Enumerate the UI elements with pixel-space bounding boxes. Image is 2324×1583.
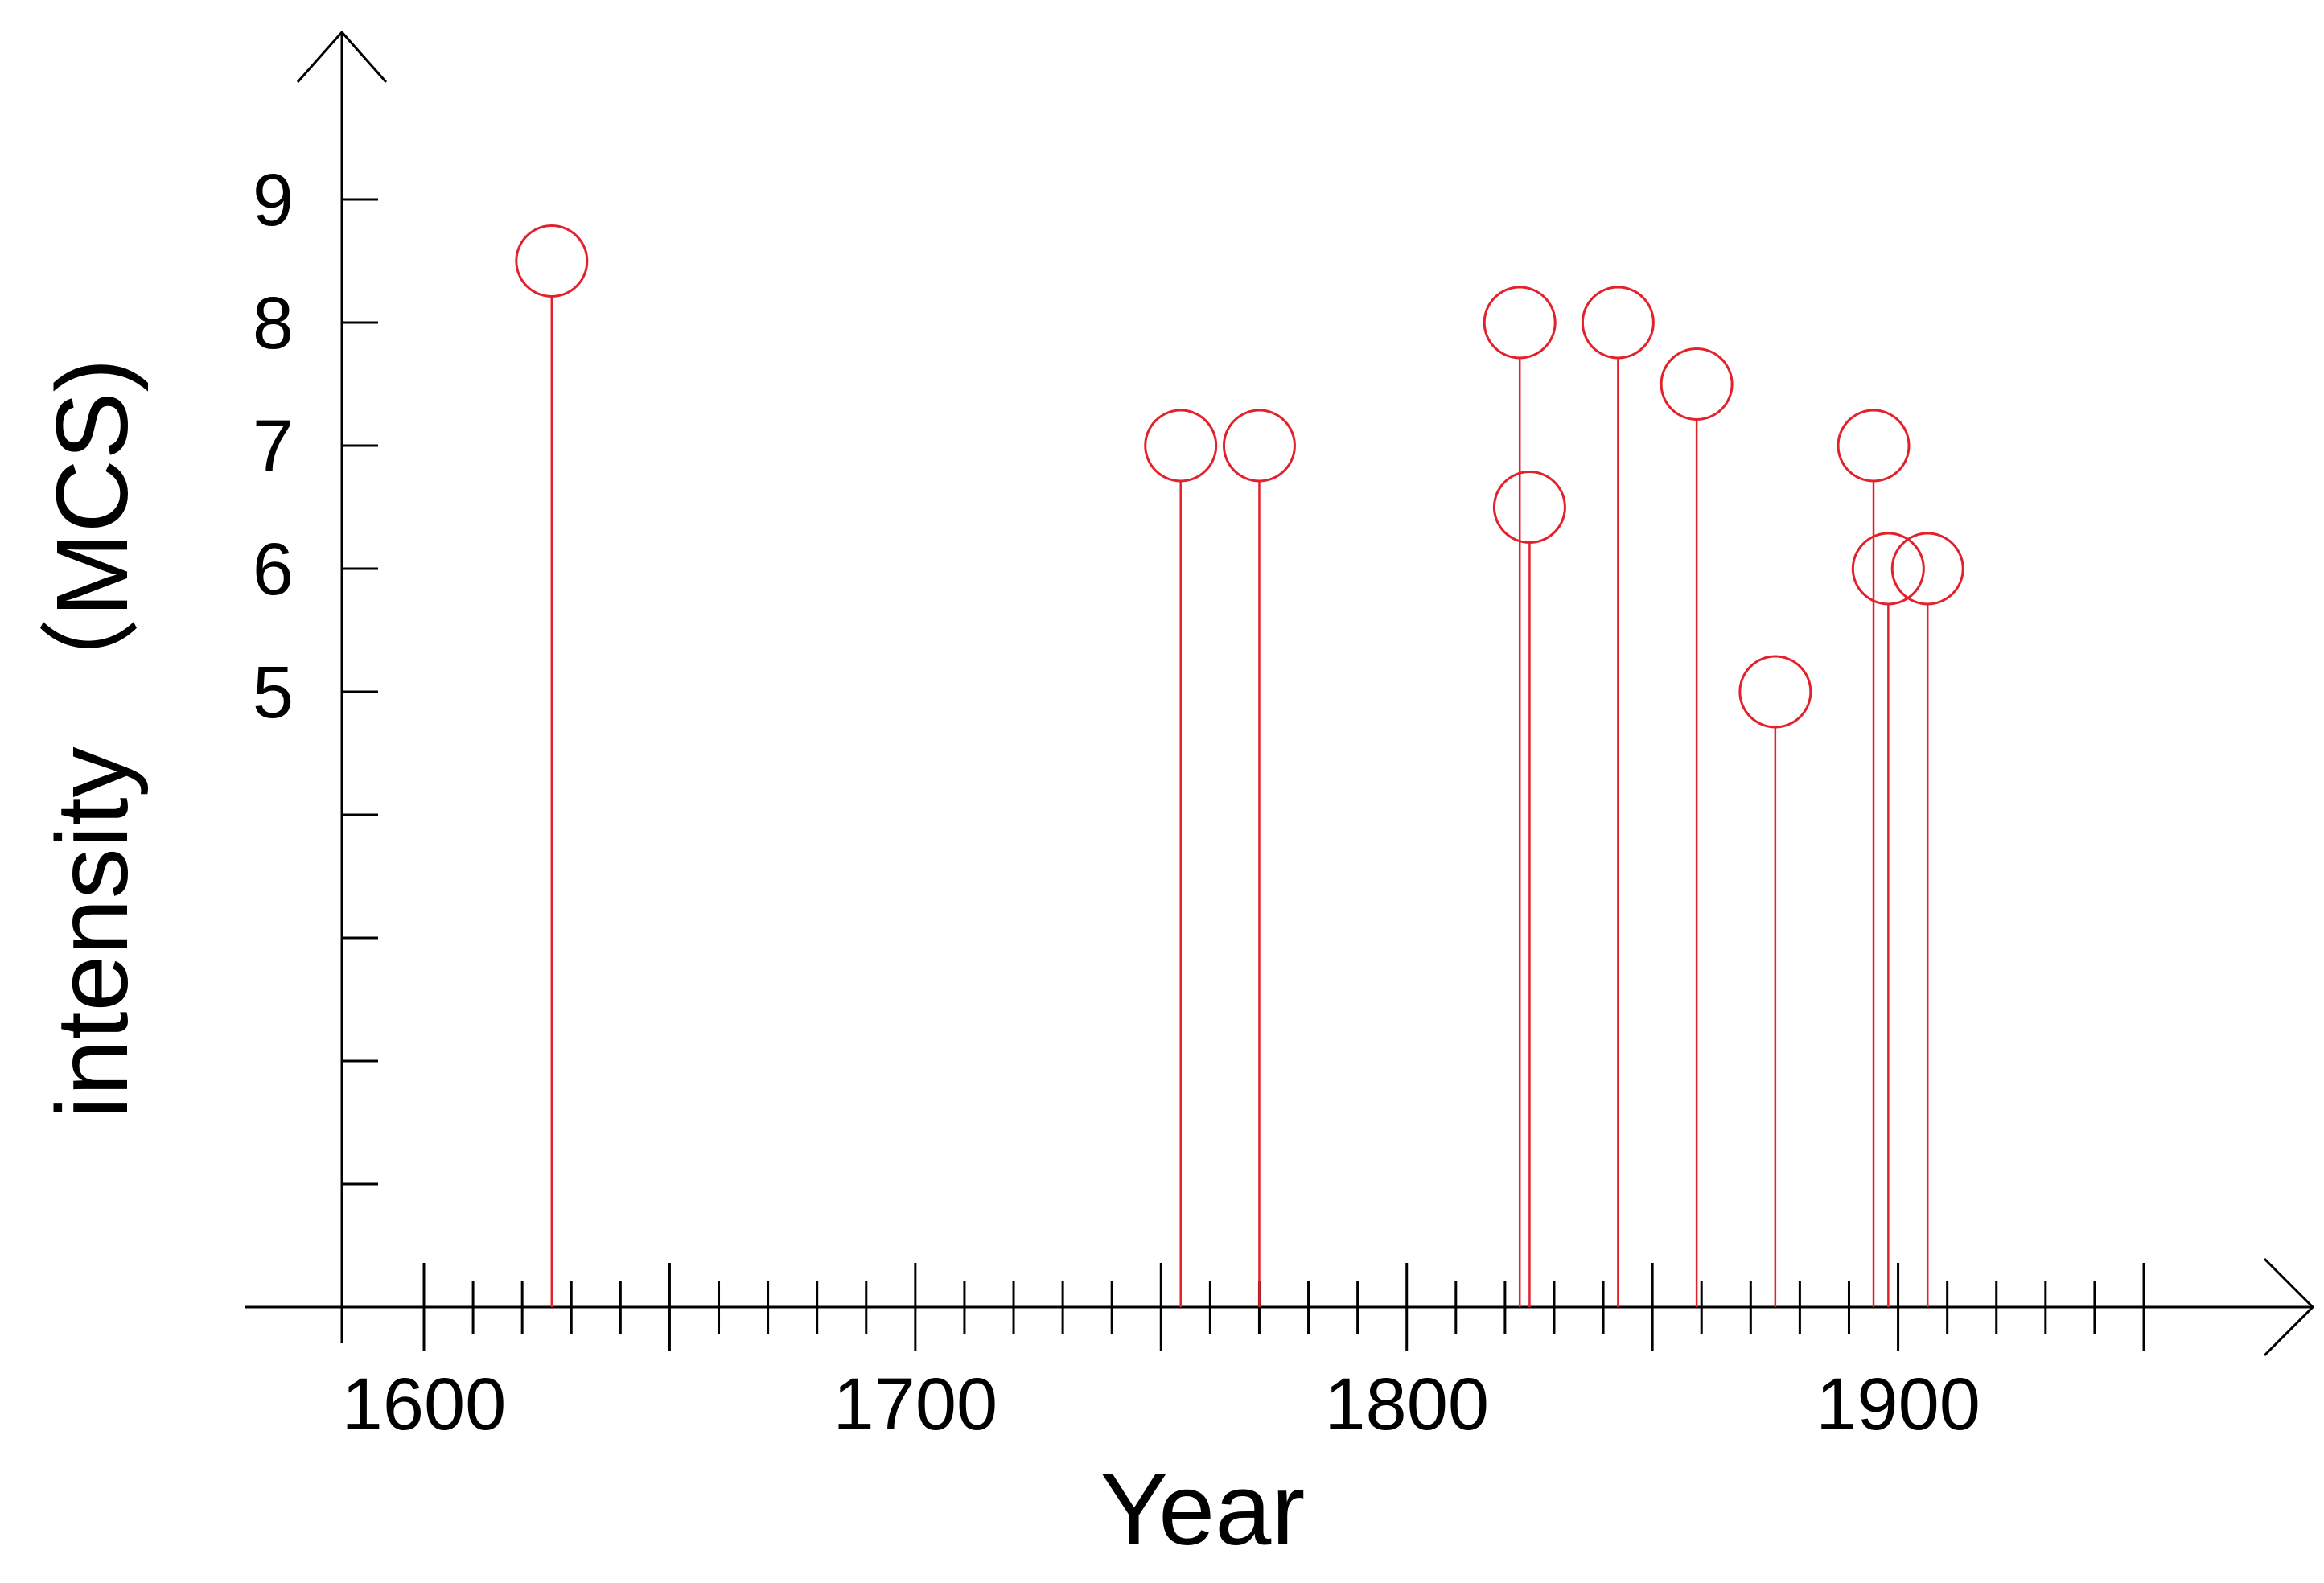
y-tick-label: 8	[253, 282, 294, 364]
y-tick-label: 9	[253, 159, 294, 241]
data-point	[1222, 409, 1296, 483]
data-point	[1660, 347, 1734, 421]
y-tick-label: 6	[253, 528, 294, 611]
data-stems	[515, 224, 1964, 1307]
y-tick-label: 7	[253, 405, 294, 487]
data-point	[1837, 409, 1911, 483]
data-point	[1851, 532, 1925, 606]
x-tick-label: 1900	[1816, 1363, 1981, 1445]
x-tick-label: 1700	[833, 1363, 998, 1445]
x-ticks: 1600 1700 1800 1900	[342, 1263, 2145, 1445]
data-point	[1890, 532, 1964, 606]
x-axis	[245, 1257, 2315, 1357]
data-point	[1738, 655, 1812, 729]
y-ticks: 5 6 7 8 9	[253, 159, 378, 1186]
y-axis-title: intensity （MCS)	[35, 358, 149, 1118]
data-point	[1144, 409, 1218, 483]
data-point	[1492, 471, 1566, 544]
y-axis	[296, 30, 388, 1343]
x-axis-arrowhead	[2263, 1257, 2315, 1357]
y-tick-label: 5	[253, 652, 294, 734]
x-axis-title: Year	[1100, 1453, 1306, 1566]
x-tick-label: 1600	[342, 1363, 507, 1445]
x-tick-label: 1800	[1324, 1363, 1489, 1445]
data-point	[1581, 286, 1655, 360]
data-point	[515, 224, 589, 298]
data-point	[1483, 286, 1557, 360]
y-axis-arrowhead	[296, 30, 388, 83]
